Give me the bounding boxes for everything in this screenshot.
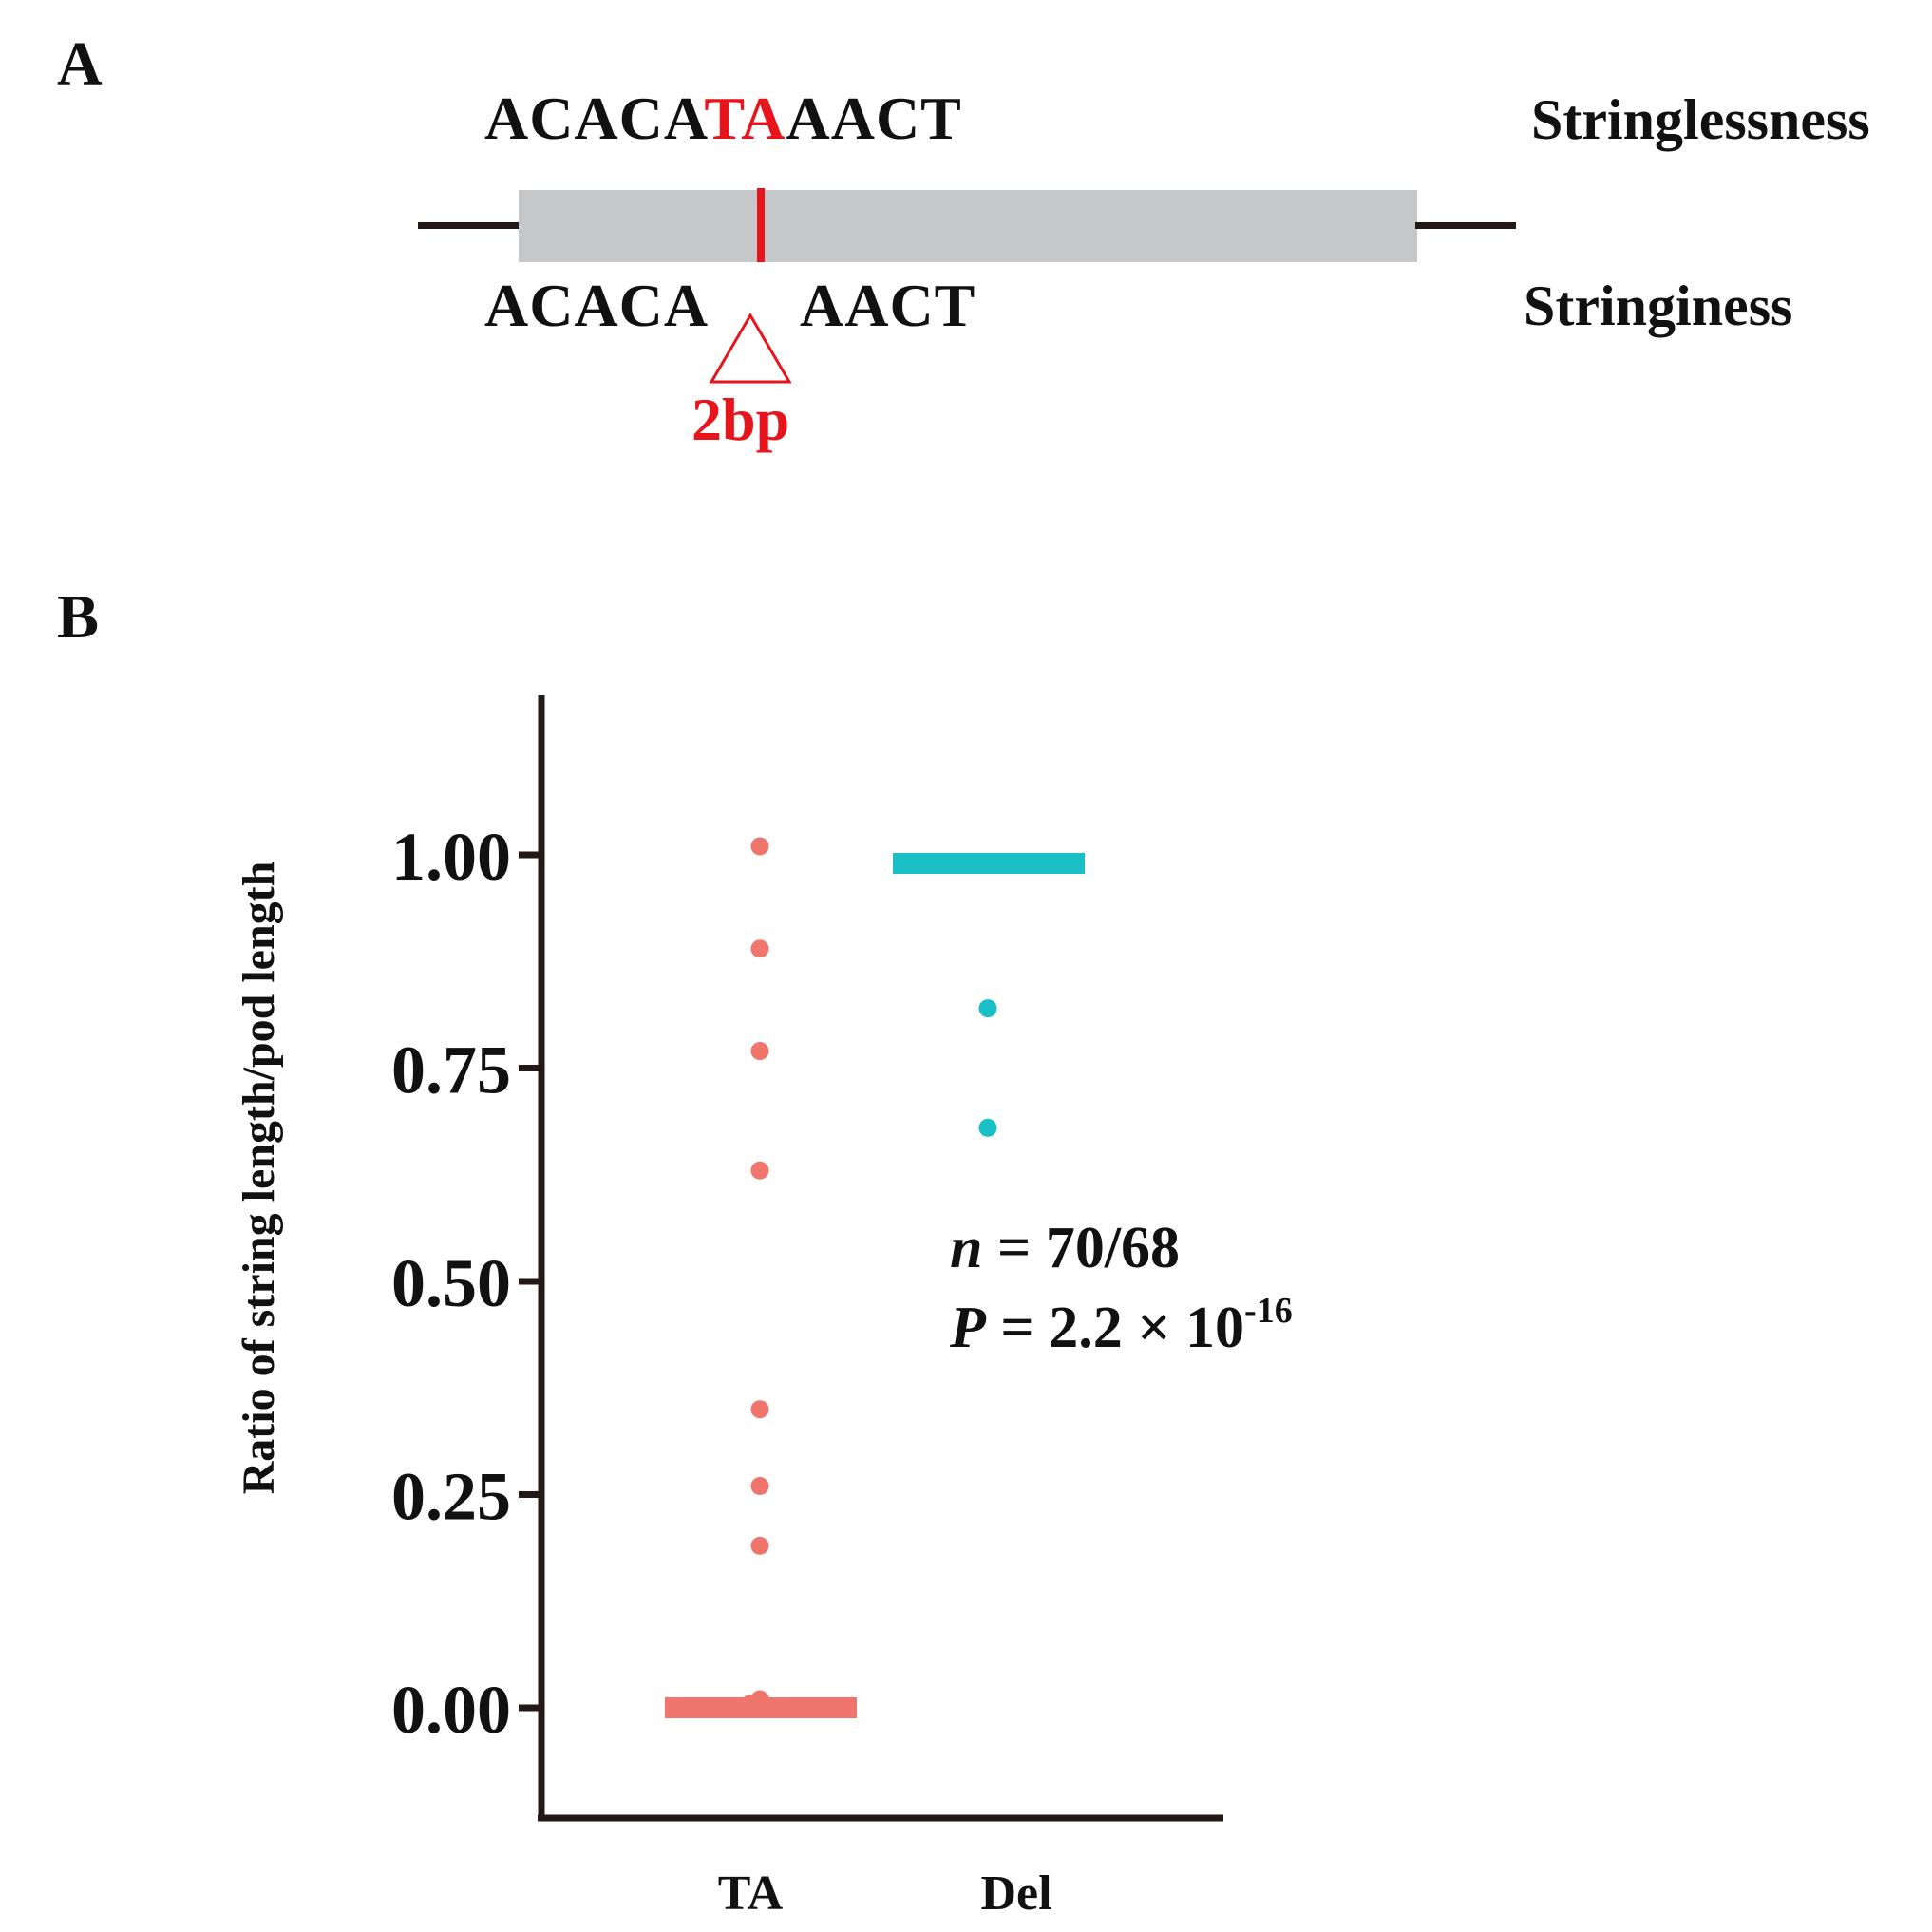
panel-a-label: A [57, 29, 103, 99]
wildtype-seq-highlight: TA [704, 85, 786, 152]
deletion-size-label: 2bp [691, 386, 790, 453]
y-tick-label: 0.75 [391, 1032, 511, 1108]
data-point-del [978, 1118, 997, 1137]
wildtype-sequence: ACACATAAACT [484, 84, 962, 154]
chart-axes [538, 695, 1223, 1822]
data-point-ta [750, 1161, 769, 1180]
x-tick-label: TA [718, 1866, 784, 1921]
data-point-ta [741, 1695, 760, 1714]
panel-b-label: B [57, 582, 100, 652]
gene-flank-right [1415, 222, 1516, 229]
mutation-site-marker [757, 188, 765, 262]
wildtype-seq-prefix: ACACA [484, 85, 705, 152]
p-annotation: P = 2.2 × 10-16 [949, 1291, 1293, 1360]
p-value: = 2.2 × 10 [986, 1296, 1244, 1360]
p-exponent: -16 [1244, 1291, 1293, 1331]
y-axis-label: Ratio of string length/pod length [234, 862, 284, 1495]
y-tick-label: 0.50 [391, 1245, 511, 1321]
data-point-ta [750, 939, 769, 958]
median-bar-del [893, 852, 1085, 874]
y-tick-label: 1.00 [391, 819, 511, 895]
data-point-ta [750, 1477, 769, 1496]
y-tick-label: 0.00 [391, 1672, 511, 1748]
wildtype-seq-suffix: AACT [786, 85, 962, 152]
stringlessness-label: Stringlessness [1531, 88, 1870, 151]
n-value: = 70/68 [982, 1216, 1180, 1280]
data-point-del [978, 999, 997, 1018]
gene-flank-left [418, 222, 521, 229]
x-tick-label: Del [980, 1866, 1051, 1921]
n-annotation: n = 70/68 [950, 1216, 1180, 1280]
deletion-triangle-icon [709, 313, 792, 384]
mutant-seq-left: ACACA [484, 272, 710, 339]
data-point-ta [750, 1400, 769, 1419]
p-variable: P [949, 1296, 987, 1360]
y-tick-label: 0.25 [391, 1459, 511, 1535]
data-point-ta [750, 1536, 769, 1555]
n-variable: n [950, 1216, 982, 1280]
mutant-seq-right: AACT [800, 272, 976, 339]
data-point-ta [750, 1042, 769, 1061]
gene-body [519, 190, 1417, 262]
data-point-ta [750, 837, 769, 856]
stringiness-label: Stringiness [1524, 275, 1793, 337]
